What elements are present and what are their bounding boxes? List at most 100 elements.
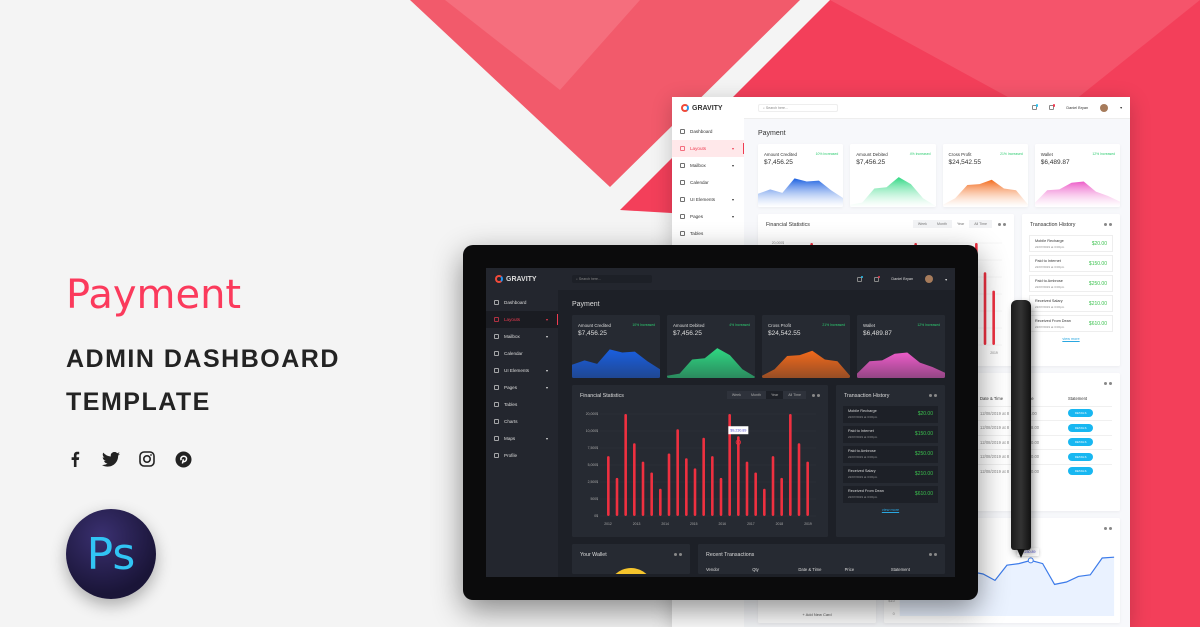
twitter-icon[interactable] (102, 450, 120, 468)
settings-icon[interactable] (929, 394, 932, 397)
transaction-time: 22/07/2019 at 3:00pm (1035, 285, 1065, 289)
transaction-item[interactable]: Paid to Ambrose 22/07/2019 at 3:00pm $250.… (1029, 275, 1113, 292)
sidebar-item-dashboard[interactable]: Dashboard (486, 294, 558, 311)
sidebar-item-calendar[interactable]: Calendar (672, 174, 744, 191)
sidebar-item-label: Calendar (504, 351, 523, 356)
settings-icon[interactable] (1104, 382, 1107, 385)
recent-transactions-panel: Recent Transactions Vendor Qty Date & Time P… (698, 544, 945, 574)
settings-icon[interactable] (812, 394, 815, 397)
refresh-icon[interactable] (817, 394, 820, 397)
transaction-item[interactable]: Received Salary 22/07/2019 at 3:00pm $210.… (843, 466, 938, 483)
bar (780, 477, 783, 516)
refresh-icon[interactable] (679, 553, 682, 556)
panel-options (929, 553, 937, 556)
sidebar-item-maps[interactable]: Maps ▾ (486, 430, 558, 447)
view-more-link[interactable]: view more (881, 508, 900, 512)
tab-all-time[interactable]: All Time (969, 220, 992, 228)
facebook-icon[interactable] (66, 450, 84, 468)
panel-options (1104, 382, 1112, 385)
tab-week[interactable]: Week (726, 391, 746, 399)
map-icon (494, 436, 499, 441)
chevron-down-icon[interactable]: ▾ (1120, 106, 1122, 110)
details-button[interactable]: DETAILS (1068, 452, 1094, 461)
sidebar-item-dashboard[interactable]: Dashboard (672, 123, 744, 140)
sidebar-item-calendar[interactable]: Calendar (486, 345, 558, 362)
sidebar-item-layouts[interactable]: Layouts ▾ (486, 311, 558, 328)
transaction-item[interactable]: Paid to Ambrose 22/07/2019 at 3:00pm $250.… (843, 446, 938, 463)
tab-year[interactable]: Year (951, 220, 970, 228)
user-name[interactable]: Daniel Bryan (891, 277, 914, 281)
date-cell: 12/08/2019 at 8 (980, 454, 1010, 460)
x-tick-label: 2013 (633, 522, 641, 526)
transaction-item[interactable]: Paid to Internet 22/07/2019 at 3:00pm $150… (1029, 255, 1113, 272)
sidebar-item-mailbox[interactable]: Mailbox ▾ (672, 157, 744, 174)
search-input[interactable]: ⌕ Search here... (572, 275, 652, 283)
details-button[interactable]: DETAILS (1068, 423, 1094, 432)
avatar[interactable] (1100, 103, 1109, 112)
notifications-icon[interactable] (1049, 104, 1056, 110)
refresh-icon[interactable] (1109, 223, 1112, 226)
transaction-item[interactable]: Received From Dean 22/07/2019 at 3:00pm $6… (1029, 315, 1113, 332)
transaction-item[interactable]: Received Salary 22/07/2019 at 3:00pm $210.… (1029, 295, 1113, 312)
transaction-time: 22/07/2019 at 3:00pm (848, 495, 878, 499)
bar (728, 414, 731, 516)
sparkline-area (857, 352, 945, 378)
details-button[interactable]: DETAILS (1068, 409, 1094, 418)
settings-icon[interactable] (998, 223, 1001, 226)
red-facet (830, 0, 1200, 120)
sidebar-item-tables[interactable]: Tables (486, 396, 558, 413)
settings-icon[interactable] (929, 553, 932, 556)
avatar[interactable] (925, 275, 934, 283)
transaction-amount: $250.00 (1088, 281, 1107, 287)
settings-icon[interactable] (1104, 527, 1107, 530)
sidebar-item-ui-elements[interactable]: UI Elements ▾ (486, 362, 558, 379)
user-name[interactable]: Daniel Bryan (1066, 105, 1089, 110)
transaction-time: 22/07/2019 at 3:00pm (1035, 245, 1065, 249)
pinterest-icon[interactable] (174, 450, 192, 468)
sidebar-item-mailbox[interactable]: Mailbox ▾ (486, 328, 558, 345)
wallet-card-graphic (608, 568, 654, 574)
search-input[interactable]: ⌕ Search here... (758, 103, 838, 112)
sidebar-item-pages[interactable]: Pages ▾ (486, 379, 558, 396)
settings-icon[interactable] (674, 553, 677, 556)
details-button[interactable]: DETAILS (1068, 467, 1094, 476)
tab-week[interactable]: Week (912, 220, 932, 228)
messages-icon[interactable] (1032, 104, 1039, 110)
instagram-icon[interactable] (138, 450, 156, 468)
stat-value: $6,489.87 (1040, 159, 1070, 166)
refresh-icon[interactable] (1109, 527, 1112, 530)
sidebar-item-ui-elements[interactable]: UI Elements ▾ (672, 191, 744, 208)
sidebar-item-layouts[interactable]: Layouts ▾ (672, 140, 744, 157)
transaction-item[interactable]: Mobile Recharge 22/07/2019 at 3:00pm $20.0… (843, 406, 938, 423)
tab-year[interactable]: Year (765, 391, 784, 399)
stat-card: Amount Credited 10% Increased $7,456.25 (758, 144, 844, 207)
transaction-amount: $150.00 (914, 431, 933, 437)
sidebar-item-pages[interactable]: Pages ▾ (672, 208, 744, 225)
tab-month[interactable]: Month (745, 391, 766, 399)
refresh-icon[interactable] (1003, 223, 1006, 226)
view-more-link[interactable]: view more (1062, 337, 1080, 341)
transaction-amount: $150.00 (1088, 261, 1107, 267)
sparkline (942, 179, 1028, 207)
details-button[interactable]: DETAILS (1068, 438, 1094, 447)
sidebar-item-tables[interactable]: Tables (672, 225, 744, 242)
transaction-item[interactable]: Received From Dean 22/07/2019 at 3:00pm $6… (843, 486, 938, 503)
transaction-item[interactable]: Paid to Internet 22/07/2019 at 3:00pm $150… (843, 426, 938, 443)
refresh-icon[interactable] (1109, 382, 1112, 385)
sparkline-area (942, 179, 1028, 207)
messages-icon[interactable] (857, 275, 864, 282)
tab-month[interactable]: Month (931, 220, 952, 228)
tab-all-time[interactable]: All Time (783, 391, 806, 399)
transaction-item[interactable]: Mobile Recharge 22/07/2019 at 3:00pm $20.0… (1029, 235, 1113, 252)
refresh-icon[interactable] (934, 394, 937, 397)
sidebar-item-charts[interactable]: Charts (486, 413, 558, 430)
y-tick-label: 0 (893, 611, 896, 616)
sidebar-item-label: UI Elements (504, 368, 530, 373)
notifications-icon[interactable] (874, 275, 881, 282)
bar (983, 272, 987, 345)
add-new-card-button[interactable]: + Add New Card (802, 612, 832, 617)
chevron-down-icon[interactable]: ▾ (945, 277, 947, 282)
refresh-icon[interactable] (934, 553, 937, 556)
settings-icon[interactable] (1104, 223, 1107, 226)
sidebar-item-profile[interactable]: Profile (486, 447, 558, 464)
